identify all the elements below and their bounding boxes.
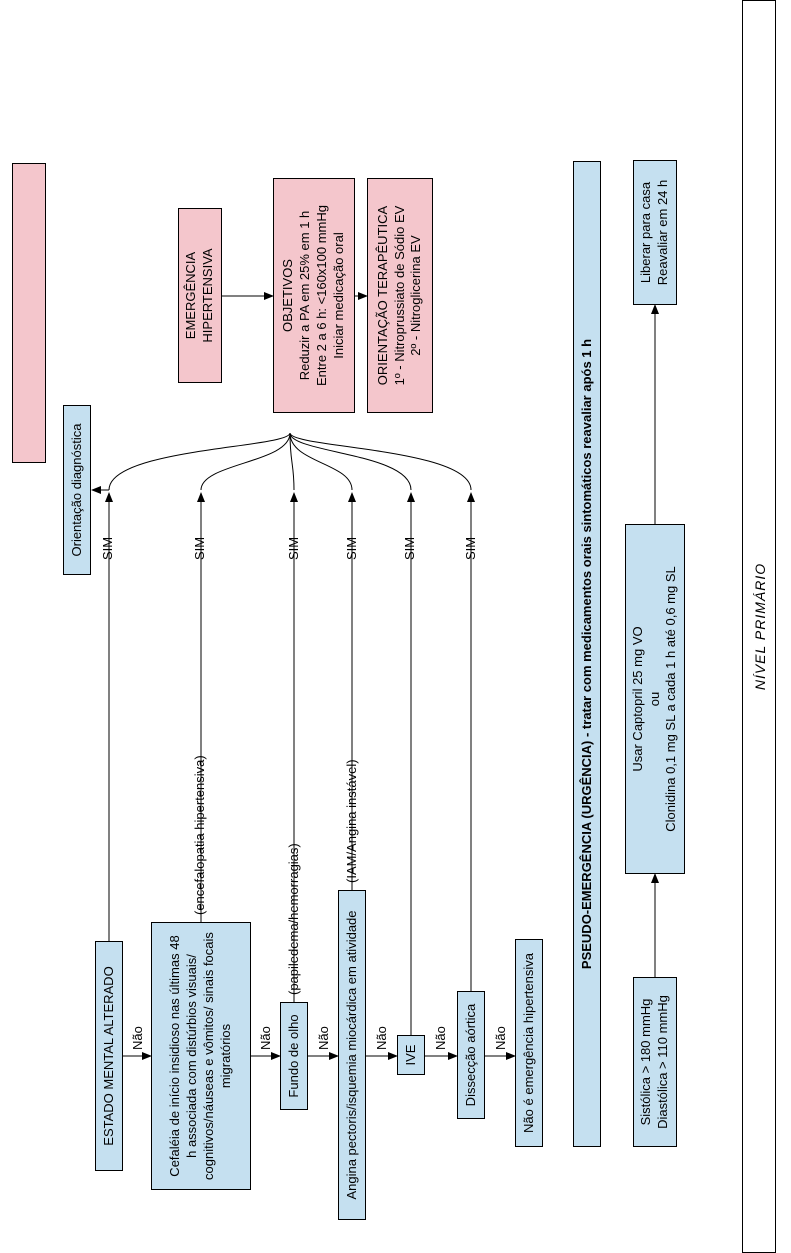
angina-text: Angina pectoris/isquemia miocárdica em a… bbox=[344, 910, 361, 1199]
nao-emergencia-text: Não é emergência hipertensiva bbox=[521, 953, 538, 1133]
cefaleia-text: Cefaléia de início insidioso nas últimas… bbox=[167, 931, 235, 1181]
nao3: Não bbox=[316, 1026, 331, 1050]
sim1: SIM bbox=[100, 537, 115, 560]
angina-box: Angina pectoris/isquemia miocárdica em a… bbox=[338, 890, 366, 1220]
cefaleia-box: Cefaléia de início insidioso nas últimas… bbox=[151, 922, 251, 1190]
level-tertiary-strip bbox=[12, 163, 46, 463]
nao-emergencia-box: Não é emergência hipertensiva bbox=[515, 939, 543, 1147]
ann-papil: (papiledema/hemorragias) bbox=[286, 843, 301, 995]
ann-iam: (IAM/Angina instável) bbox=[344, 759, 359, 883]
liberar-box: Liberar para casa Reavaliar em 24 h bbox=[633, 160, 677, 305]
pseudo-bar: PSEUDO-EMERGÊNCIA (URGÊNCIA) - tratar co… bbox=[573, 161, 601, 1147]
ou-text: ou bbox=[647, 692, 664, 706]
fundo-box: Fundo de olho bbox=[280, 1002, 308, 1110]
mental-box: ESTADO MENTAL ALTERADO bbox=[95, 941, 123, 1171]
orientacao-text: Orientação diagnóstica bbox=[69, 424, 86, 557]
level-primary-strip bbox=[742, 0, 776, 1253]
nao6: Não bbox=[493, 1026, 508, 1050]
obj-title: OBJETIVOS bbox=[280, 259, 297, 332]
captopril-box: Usar Captopril 25 mg VO ou Clonidina 0,1… bbox=[625, 524, 685, 874]
disseccao-box: Dissecção aórtica bbox=[457, 991, 485, 1119]
objetivos-box: OBJETIVOS Reduzir a PA em 25% em 1 h Ent… bbox=[273, 178, 355, 413]
obj2: Entre 2 a 6 h: <160x100 mmHg bbox=[314, 205, 331, 386]
orient-box: ORIENTAÇÃO TERAPÊUTICA 1º - Nitroprussia… bbox=[367, 178, 433, 413]
obj1: Reduzir a PA em 25% em 1 h bbox=[297, 211, 314, 381]
fundo-text: Fundo de olho bbox=[286, 1014, 303, 1097]
sim3: SIM bbox=[286, 537, 301, 560]
sistolica-box: Sistólica > 180 mmHg Diastólica > 110 mm… bbox=[633, 977, 677, 1147]
orient1: 1º - Nitroprussiato de Sódio EV bbox=[392, 206, 409, 386]
sim4: SIM bbox=[344, 537, 359, 560]
reavaliar-text: Reavaliar em 24 h bbox=[655, 180, 672, 286]
captopril-text: Usar Captopril 25 mg VO bbox=[630, 626, 647, 771]
emergencia-title: EMERGÊNCIA HIPERTENSIVA bbox=[183, 217, 217, 374]
disseccao-text: Dissecção aórtica bbox=[463, 1004, 480, 1107]
ive-box: IVE bbox=[397, 1035, 425, 1075]
nao1: Não bbox=[130, 1026, 145, 1050]
ann-encef: (encefalopatia hipertensiva) bbox=[192, 755, 207, 915]
emergencia-title-text: EMERGÊNCIA HIPERTENSIVA bbox=[183, 248, 215, 342]
sim2: SIM bbox=[192, 537, 207, 560]
nao2: Não bbox=[258, 1026, 273, 1050]
sim5: SIM bbox=[402, 537, 417, 560]
liberar-text: Liberar para casa bbox=[638, 182, 655, 283]
nao5: Não bbox=[433, 1026, 448, 1050]
clonidina-text: Clonidina 0,1 mg SL a cada 1 h até 0,6 m… bbox=[663, 566, 680, 831]
sistolica-text: Sistólica > 180 mmHg bbox=[638, 999, 655, 1126]
flowchart-canvas: NÍVEL PRIMÁRIO NÍVEII TERCIÁRIO Orientaç… bbox=[0, 0, 791, 1253]
diastolica-text: Diastólica > 110 mmHg bbox=[655, 995, 672, 1129]
emergencia-box: EMERGÊNCIA HIPERTENSIVA bbox=[178, 208, 222, 383]
obj3: Iniciar medicação oral bbox=[331, 232, 348, 358]
nao4: Não bbox=[374, 1026, 389, 1050]
orient-title: ORIENTAÇÃO TERAPÊUTICA bbox=[375, 206, 392, 385]
ive-text: IVE bbox=[403, 1045, 420, 1066]
sim6: SIM bbox=[463, 537, 478, 560]
orient2: 2º - Nitroglicerina EV bbox=[408, 235, 425, 355]
pseudo-title: PSEUDO-EMERGÊNCIA (URGÊNCIA) - tratar co… bbox=[579, 339, 596, 969]
mental-text: ESTADO MENTAL ALTERADO bbox=[101, 966, 118, 1145]
orientacao-box: Orientação diagnóstica bbox=[63, 405, 91, 575]
